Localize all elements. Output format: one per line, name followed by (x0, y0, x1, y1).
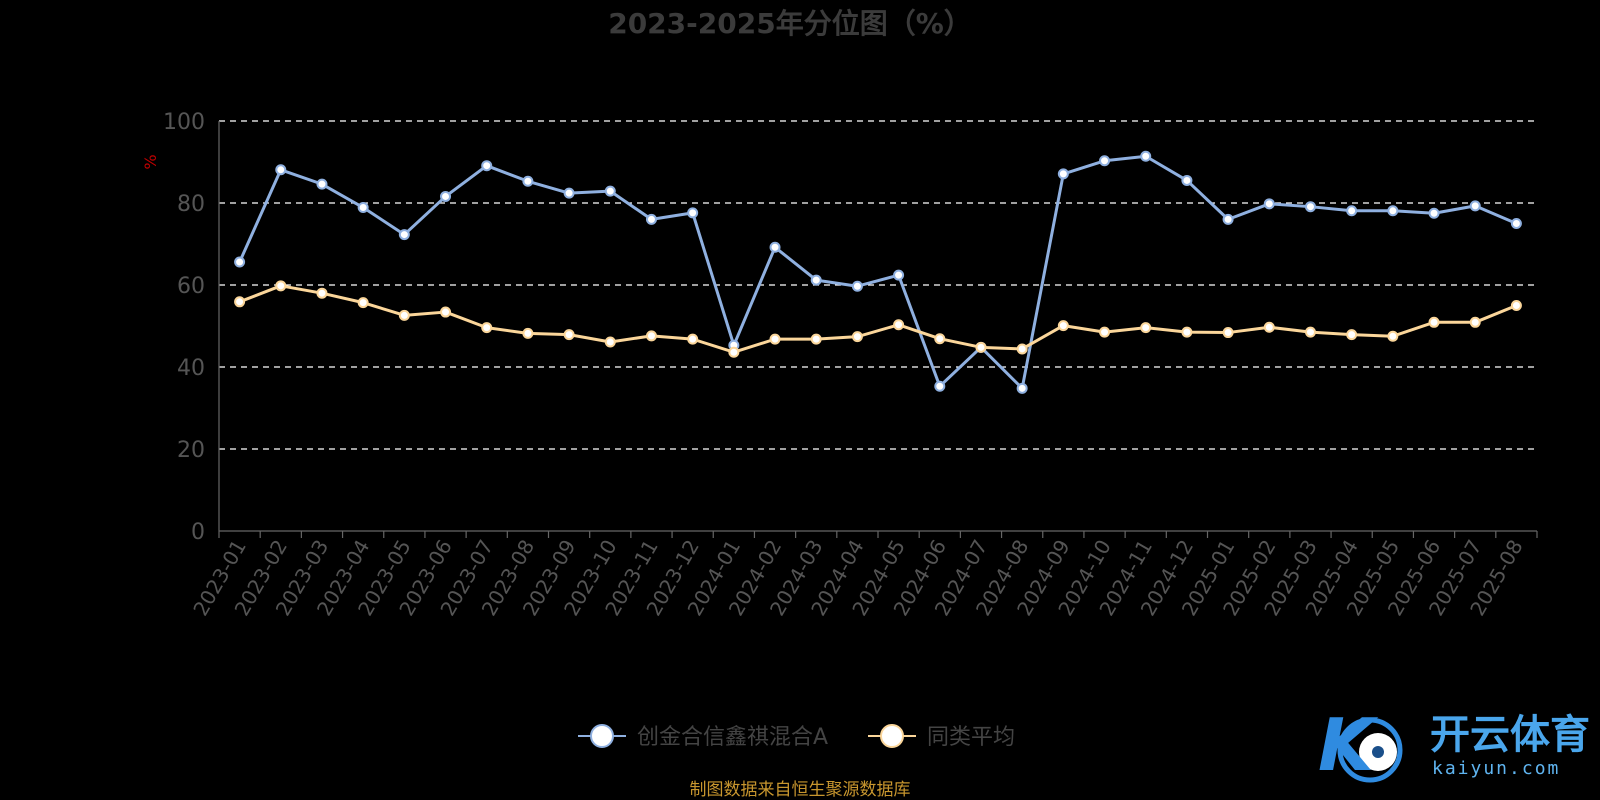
series-1 (234, 280, 1522, 358)
data-point[interactable] (934, 333, 946, 345)
y-tick-label: 60 (177, 274, 205, 299)
data-point[interactable] (440, 190, 452, 202)
data-point[interactable] (1428, 207, 1440, 219)
data-point[interactable] (1099, 326, 1111, 338)
data-point[interactable] (1346, 205, 1358, 217)
y-tick-labels: 0 20 40 60 80 100 (163, 110, 205, 545)
data-point[interactable] (1304, 201, 1316, 213)
data-point[interactable] (810, 333, 822, 345)
series-0 (234, 150, 1522, 394)
data-point[interactable] (1181, 174, 1193, 186)
data-point[interactable] (316, 287, 328, 299)
data-point[interactable] (1140, 150, 1152, 162)
data-point[interactable] (1057, 320, 1069, 332)
legend-marker-series-0 (590, 724, 614, 748)
data-point[interactable] (1469, 316, 1481, 328)
y-tick-label: 0 (191, 520, 205, 545)
logo-brand-name: 开云体育 (1430, 712, 1590, 758)
data-point[interactable] (687, 333, 699, 345)
data-point[interactable] (522, 175, 534, 187)
data-point[interactable] (1263, 198, 1275, 210)
y-tick-label: 100 (163, 110, 205, 135)
data-point[interactable] (1181, 326, 1193, 338)
data-point[interactable] (893, 269, 905, 281)
data-point[interactable] (1057, 168, 1069, 180)
chart-title: 2023-2025年分位图（%） (608, 7, 972, 40)
data-point[interactable] (893, 319, 905, 331)
x-tick-labels: 2023-012023-022023-032023-042023-052023-… (188, 536, 1527, 620)
series-line-1 (239, 284, 1517, 354)
legend-label-series-1: 同类平均 (927, 725, 1015, 750)
legend-marker-series-1 (880, 724, 904, 748)
data-point[interactable] (975, 341, 987, 353)
data-point[interactable] (357, 297, 369, 309)
data-point[interactable] (563, 187, 575, 199)
y-tick-label: 40 (177, 356, 205, 381)
data-point[interactable] (1387, 205, 1399, 217)
data-point[interactable] (851, 280, 863, 292)
data-point[interactable] (1263, 321, 1275, 333)
data-point[interactable] (1510, 300, 1522, 311)
data-point[interactable] (234, 296, 246, 308)
data-point[interactable] (810, 274, 822, 286)
data-point[interactable] (645, 213, 657, 225)
data-point[interactable] (1099, 155, 1111, 167)
data-point[interactable] (769, 241, 781, 253)
data-point[interactable] (934, 380, 946, 392)
data-point[interactable] (687, 207, 699, 219)
series-lines (234, 150, 1522, 394)
data-point[interactable] (1222, 213, 1234, 225)
source-note: 制图数据来自恒生聚源数据库 (690, 780, 911, 800)
legend-label-series-0: 创金合信鑫祺混合A (637, 725, 828, 750)
data-point[interactable] (769, 333, 781, 345)
data-point[interactable] (1469, 200, 1481, 212)
data-point[interactable] (275, 164, 287, 176)
data-point[interactable] (316, 178, 328, 190)
data-point[interactable] (440, 306, 452, 318)
data-point[interactable] (1510, 218, 1522, 229)
data-point[interactable] (1140, 322, 1152, 334)
data-point[interactable] (481, 160, 493, 172)
y-tick-label: 80 (177, 192, 205, 217)
legend-item-series-1[interactable]: 同类平均 (868, 724, 1015, 750)
data-point[interactable] (234, 256, 246, 268)
data-point[interactable] (1016, 343, 1028, 355)
data-point[interactable] (645, 330, 657, 342)
data-point[interactable] (1428, 316, 1440, 328)
data-point[interactable] (481, 322, 493, 334)
data-point[interactable] (1387, 330, 1399, 342)
data-point[interactable] (398, 309, 410, 321)
data-point[interactable] (1016, 382, 1028, 394)
y-tick-label: 20 (177, 438, 205, 463)
axes (218, 121, 1538, 538)
data-point[interactable] (604, 185, 616, 197)
data-point[interactable] (357, 202, 369, 214)
y-axis-label: % (141, 154, 160, 169)
data-point[interactable] (1304, 326, 1316, 338)
data-point[interactable] (398, 229, 410, 241)
data-point[interactable] (728, 346, 740, 358)
logo-domain: kaiyun.com (1432, 758, 1560, 779)
data-point[interactable] (851, 331, 863, 343)
logo-k-mark: K (1318, 703, 1379, 787)
data-point[interactable] (604, 336, 616, 348)
legend[interactable]: 创金合信鑫祺混合A 同类平均 (578, 724, 1015, 750)
legend-item-series-0[interactable]: 创金合信鑫祺混合A (578, 724, 828, 750)
data-point[interactable] (1222, 327, 1234, 339)
data-point[interactable] (1346, 329, 1358, 341)
data-point[interactable] (522, 327, 534, 339)
kaiyun-logo: K 开云体育 kaiyun.com (1318, 703, 1590, 787)
data-point[interactable] (563, 329, 575, 341)
data-point[interactable] (275, 280, 287, 292)
series-line-0 (238, 154, 1517, 390)
grid-lines (219, 120, 1537, 450)
logo-ring-icon (1337, 717, 1403, 783)
